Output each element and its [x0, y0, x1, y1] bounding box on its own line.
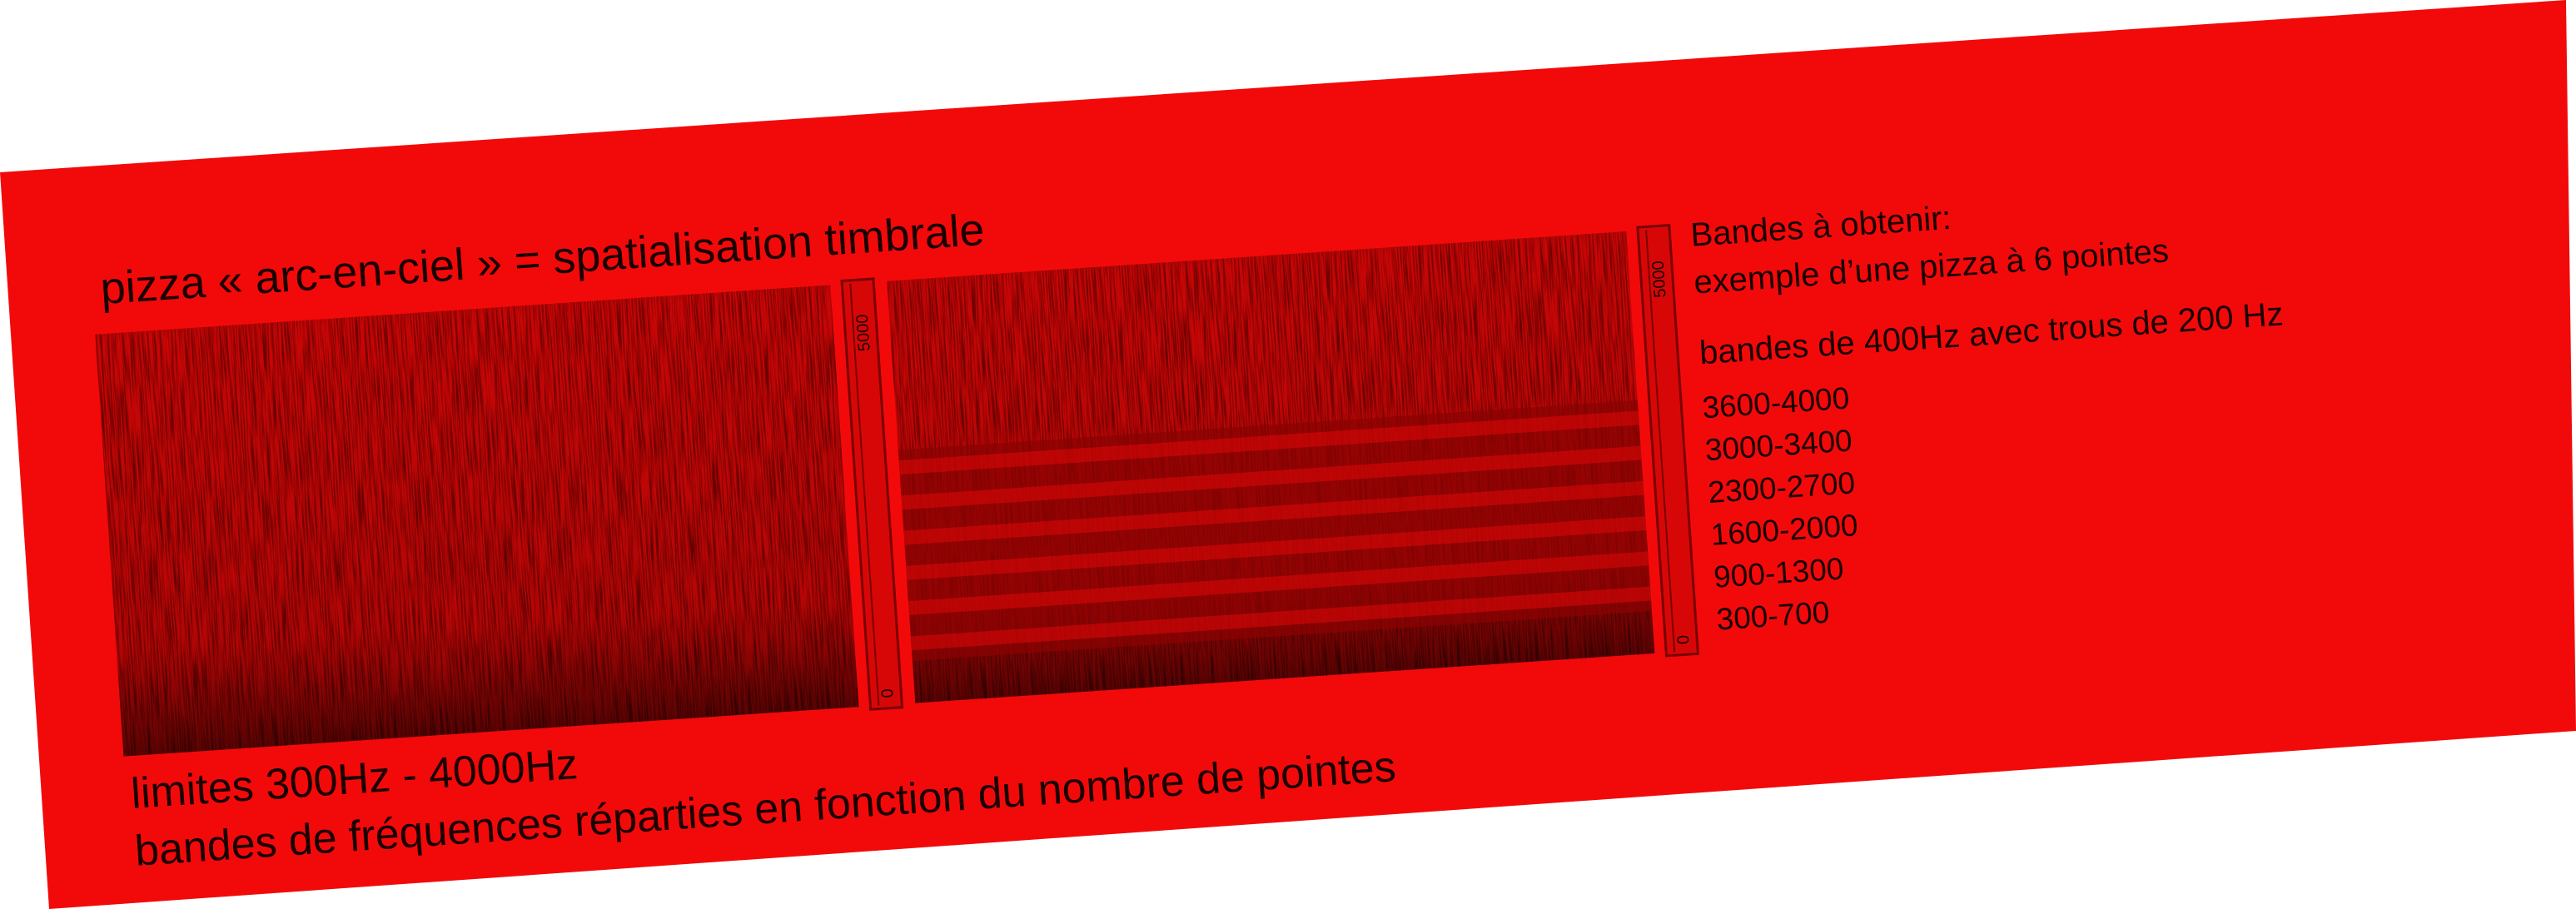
pass-band	[903, 480, 1644, 545]
pass-band	[910, 586, 1652, 651]
pass-band	[901, 445, 1642, 510]
scale-bar-rail	[1645, 230, 1676, 653]
scale-bottom-label: 0	[1674, 634, 1693, 645]
band-range: 300-700	[1715, 595, 1830, 637]
pass-band	[908, 551, 1649, 616]
spectrogram-shade	[95, 285, 859, 757]
scale-top-label: 5000	[1649, 261, 1670, 299]
spectrogram: 5000 0	[887, 223, 1700, 703]
pass-band	[906, 516, 1647, 580]
scale-bottom-label: 0	[878, 688, 898, 699]
scale-top-label: 5000	[853, 314, 874, 352]
spectrogram: 5000 0	[95, 277, 904, 757]
scale-bar-rail	[849, 283, 880, 706]
pass-band	[898, 410, 1639, 475]
